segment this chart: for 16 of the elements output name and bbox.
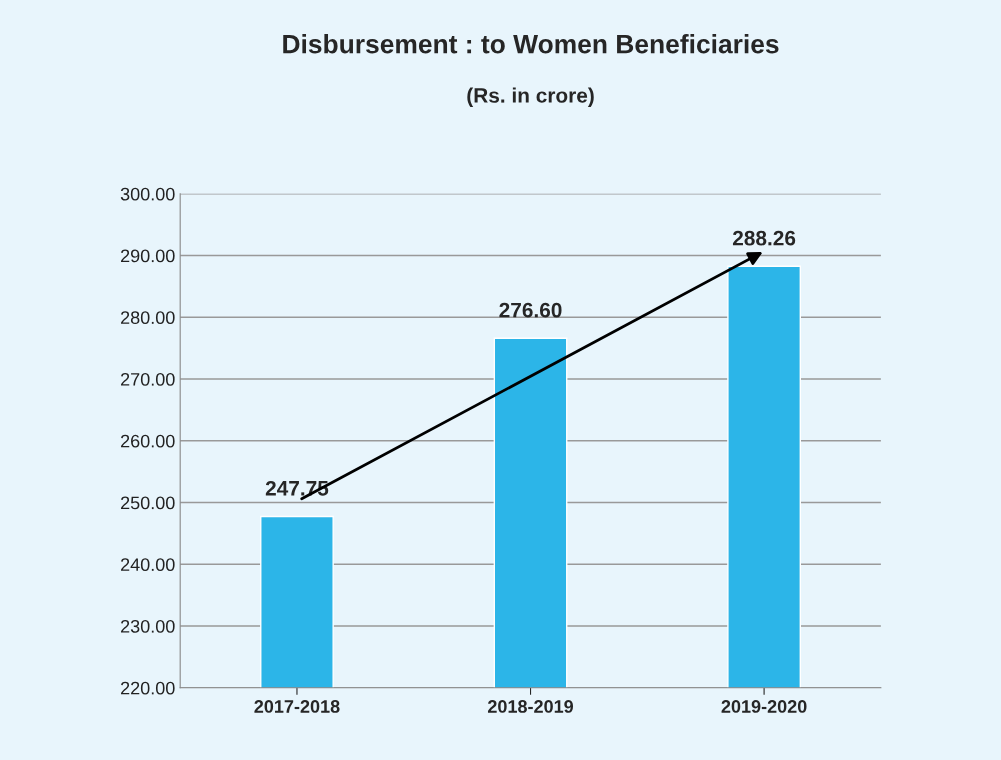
chart-subtitle: (Rs. in crore) (467, 87, 594, 107)
data-label: 276.60 (499, 302, 562, 318)
y-tick-label: 220.00 (121, 681, 175, 695)
chart-title: Disbursement : to Women Beneficiaries (283, 34, 779, 54)
y-tick-label: 260.00 (121, 434, 175, 448)
data-label: 288.26 (732, 230, 796, 246)
y-tick-label: 290.00 (121, 249, 175, 263)
x-tick-label: 2018-2019 (487, 700, 574, 713)
x-tick-label: 2019-2020 (721, 700, 807, 713)
y-tick-label: 240.00 (121, 558, 175, 572)
x-tick-label: 2017-2018 (254, 700, 340, 713)
y-tick-label: 280.00 (121, 311, 175, 325)
y-tick-label: 270.00 (121, 372, 175, 386)
y-tick-label: 300.00 (120, 187, 175, 201)
y-tick-label: 250.00 (121, 496, 175, 510)
y-tick-label: 230.00 (121, 619, 175, 633)
